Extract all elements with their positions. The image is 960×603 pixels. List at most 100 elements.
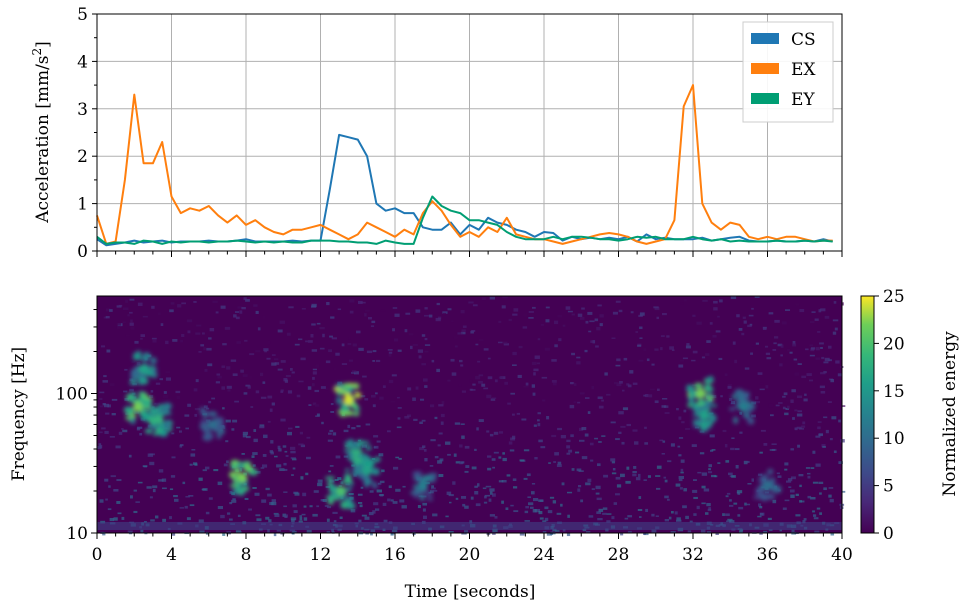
noise-cell xyxy=(655,515,659,518)
noise-cell xyxy=(481,297,486,301)
noise-cell xyxy=(715,330,721,333)
noise-cell xyxy=(793,358,798,361)
noise-cell xyxy=(312,371,317,375)
noise-cell xyxy=(387,498,391,502)
noise-cell xyxy=(598,508,604,512)
noise-cell xyxy=(755,400,761,404)
noise-cell xyxy=(331,337,337,340)
noise-cell xyxy=(689,520,693,523)
noise-cell xyxy=(322,333,325,338)
noise-cell xyxy=(450,358,455,362)
noise-cell xyxy=(170,475,176,478)
noise-cell xyxy=(404,329,408,333)
noise-cell xyxy=(739,431,743,434)
noise-cell xyxy=(782,406,786,410)
noise-cell xyxy=(179,507,184,509)
noise-cell xyxy=(325,486,330,488)
noise-cell xyxy=(725,513,730,517)
x-tick-label: 32 xyxy=(682,545,704,565)
noise-cell xyxy=(489,514,496,517)
noise-cell xyxy=(758,473,763,476)
noise-cell xyxy=(486,430,490,433)
noise-cell xyxy=(270,451,274,455)
noise-cell xyxy=(602,512,607,515)
noise-cell xyxy=(111,413,116,416)
noise-cell xyxy=(784,468,788,471)
noise-cell xyxy=(401,505,407,509)
noise-cell xyxy=(611,472,617,475)
noise-cell xyxy=(99,405,104,408)
noise-cell xyxy=(244,339,248,342)
noise-cell xyxy=(220,514,225,519)
noise-cell xyxy=(222,343,227,346)
noise-cell xyxy=(662,398,668,400)
noise-cell xyxy=(269,408,273,412)
noise-cell xyxy=(242,434,248,438)
noise-cell xyxy=(190,453,196,457)
noise-cell xyxy=(291,371,295,374)
noise-cell xyxy=(542,399,546,402)
noise-cell xyxy=(198,519,204,523)
noise-cell xyxy=(422,508,426,512)
noise-cell xyxy=(779,529,783,532)
noise-cell xyxy=(111,398,118,401)
noise-cell xyxy=(254,492,260,496)
noise-cell xyxy=(576,356,581,359)
noise-cell xyxy=(182,481,186,485)
noise-cell xyxy=(611,516,615,520)
noise-cell xyxy=(200,344,205,347)
noise-cell xyxy=(347,424,351,429)
noise-cell xyxy=(663,476,667,479)
noise-cell xyxy=(812,510,815,513)
noise-cell xyxy=(326,531,330,534)
noise-cell xyxy=(387,430,391,433)
noise-cell xyxy=(576,468,582,472)
noise-cell xyxy=(734,359,738,364)
noise-cell xyxy=(687,530,692,533)
noise-cell xyxy=(772,349,777,351)
hotspot-core xyxy=(695,388,706,399)
noise-cell xyxy=(380,309,386,312)
noise-cell xyxy=(625,480,631,484)
noise-cell xyxy=(429,465,434,467)
noise-cell xyxy=(820,308,826,312)
noise-cell xyxy=(728,472,733,476)
noise-cell xyxy=(107,508,112,511)
noise-cell xyxy=(602,507,608,510)
noise-cell xyxy=(677,445,681,448)
hotspot-core xyxy=(417,480,428,491)
noise-cell xyxy=(150,390,154,393)
noise-cell xyxy=(101,345,106,348)
noise-cell xyxy=(158,469,164,473)
noise-cell xyxy=(357,493,363,496)
hotspot-cell xyxy=(164,423,171,430)
noise-cell xyxy=(152,488,156,493)
noise-cell xyxy=(280,389,284,392)
noise-cell xyxy=(664,412,670,414)
noise-cell xyxy=(300,444,306,448)
noise-cell xyxy=(354,391,359,393)
noise-cell xyxy=(510,392,516,395)
noise-cell xyxy=(727,385,732,389)
noise-cell xyxy=(586,531,591,534)
noise-cell xyxy=(747,483,752,485)
noise-cell xyxy=(432,513,438,517)
noise-cell xyxy=(643,394,647,397)
noise-cell xyxy=(553,461,557,463)
noise-cell xyxy=(322,499,327,503)
noise-cell xyxy=(137,426,143,429)
hotspot-cell xyxy=(705,385,711,390)
noise-cell xyxy=(329,335,333,338)
noise-cell xyxy=(654,348,659,351)
hotspot-cell xyxy=(712,403,717,408)
noise-cell xyxy=(664,479,668,483)
noise-cell xyxy=(395,488,401,492)
noise-cell xyxy=(431,487,436,490)
noise-cell xyxy=(482,487,487,490)
noise-cell xyxy=(727,518,733,521)
noise-cell xyxy=(415,309,421,313)
noise-cell xyxy=(314,389,320,393)
noise-cell xyxy=(130,326,135,330)
noise-cell xyxy=(638,359,644,362)
noise-cell xyxy=(448,494,454,497)
